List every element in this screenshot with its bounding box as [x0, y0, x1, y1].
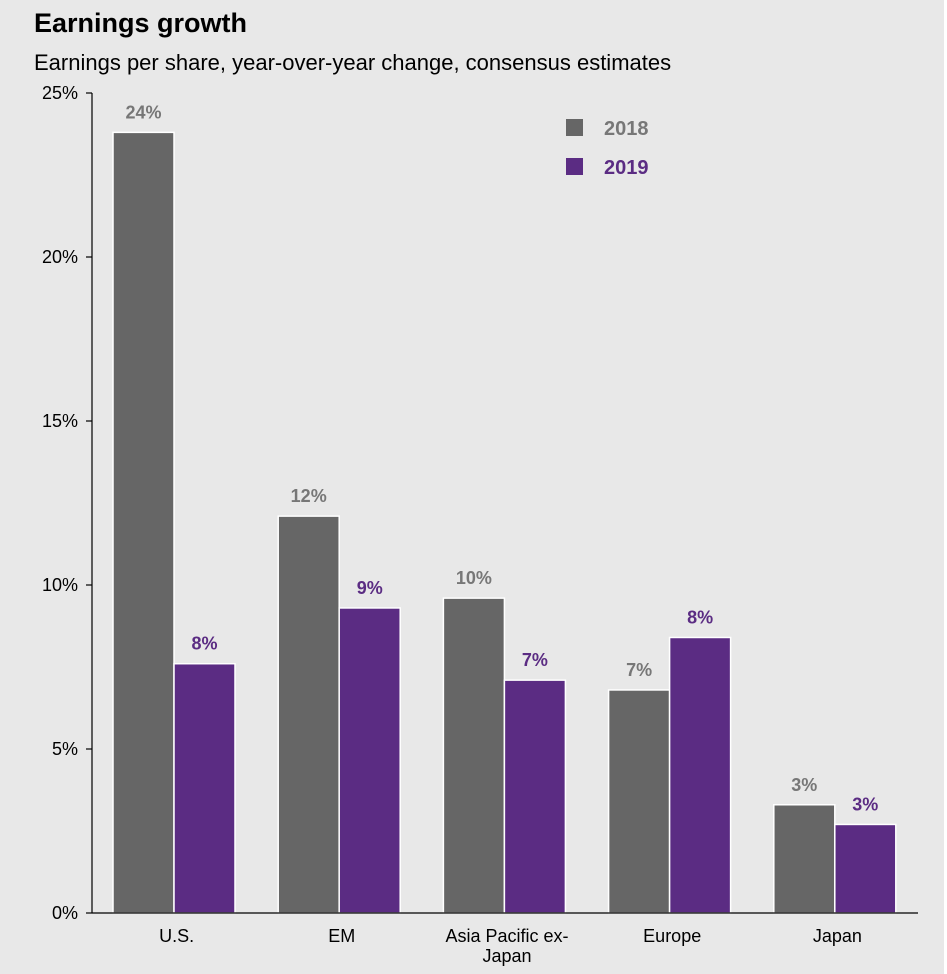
data-label-2019: 7% [522, 650, 548, 670]
legend-swatch-2018 [566, 119, 583, 136]
data-label-2018: 12% [291, 486, 327, 506]
x-category-label: U.S. [159, 926, 194, 946]
y-tick-label: 10% [42, 575, 78, 595]
data-label-2019: 9% [357, 578, 383, 598]
y-tick-label: 0% [52, 903, 78, 923]
legend-label-2018: 2018 [604, 118, 649, 140]
data-label-2019: 8% [687, 607, 713, 627]
legend-label-2019: 2019 [604, 157, 649, 179]
legend-swatch-2019 [566, 158, 583, 175]
bar-2018 [112, 131, 175, 914]
data-label-2019: 3% [852, 794, 878, 814]
chart-subtitle: Earnings per share, year-over-year chang… [34, 50, 672, 75]
y-tick-label: 25% [42, 83, 78, 103]
x-category-label: Europe [643, 926, 701, 946]
data-label-2018: 24% [125, 102, 161, 122]
y-tick-label: 5% [52, 739, 78, 759]
bar-2019 [503, 679, 567, 914]
bar-2018 [277, 515, 340, 914]
x-category-label: Japan [813, 926, 862, 946]
bar-2018 [773, 804, 836, 914]
bar-2018 [607, 689, 671, 914]
bar-2019 [668, 636, 732, 914]
bar-2018 [442, 597, 506, 914]
x-category-label: Japan [482, 946, 531, 966]
data-label-2019: 8% [191, 634, 217, 654]
data-label-2018: 7% [626, 660, 652, 680]
x-category-label: EM [328, 926, 355, 946]
data-label-2018: 3% [791, 775, 817, 795]
x-category-label: Asia Pacific ex- [445, 926, 568, 946]
y-tick-label: 20% [42, 247, 78, 267]
data-label-2018: 10% [456, 568, 492, 588]
bar-2019 [173, 662, 236, 914]
y-tick-label: 15% [42, 411, 78, 431]
chart-title: Earnings growth [34, 8, 248, 38]
bar-2019 [834, 823, 897, 914]
bar-2019 [338, 607, 401, 914]
